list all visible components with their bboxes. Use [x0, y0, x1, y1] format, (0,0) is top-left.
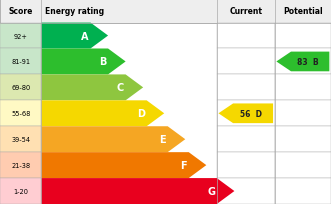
Bar [0, 0, 331, 23]
Bar [275, 49, 331, 75]
Polygon shape [41, 49, 126, 75]
Bar [217, 49, 275, 75]
Text: D: D [137, 109, 145, 119]
Bar [217, 75, 275, 101]
Bar [0, 152, 41, 178]
Polygon shape [41, 101, 164, 127]
Text: Score: Score [9, 7, 33, 16]
Bar [0, 75, 41, 101]
Text: B: B [99, 57, 106, 67]
Text: 55-68: 55-68 [11, 111, 30, 117]
Text: 92+: 92+ [14, 33, 27, 39]
Bar [275, 178, 331, 204]
Bar [217, 152, 275, 178]
Polygon shape [41, 127, 185, 152]
Bar [217, 23, 275, 49]
Text: 83  B: 83 B [298, 58, 319, 67]
Text: 1-20: 1-20 [13, 188, 28, 194]
Bar [275, 23, 331, 49]
Text: G: G [207, 186, 215, 196]
Text: 21-38: 21-38 [11, 162, 30, 168]
Bar [275, 127, 331, 152]
Text: Energy rating: Energy rating [45, 7, 104, 16]
Bar [217, 127, 275, 152]
Bar [217, 178, 275, 204]
Text: 81-91: 81-91 [11, 59, 30, 65]
Text: A: A [81, 31, 89, 41]
Polygon shape [276, 52, 329, 72]
Bar [0, 178, 41, 204]
Text: F: F [180, 160, 187, 170]
Bar [0, 127, 41, 152]
Polygon shape [41, 178, 234, 204]
Text: 69-80: 69-80 [11, 85, 30, 91]
Bar [0, 23, 41, 49]
Polygon shape [41, 75, 143, 101]
Bar [275, 152, 331, 178]
Bar [0, 49, 41, 75]
Text: 39-54: 39-54 [11, 136, 30, 143]
Text: Current: Current [229, 7, 262, 16]
Polygon shape [41, 23, 108, 49]
Text: Potential: Potential [283, 7, 323, 16]
Text: 56  D: 56 D [240, 109, 262, 118]
Bar [275, 75, 331, 101]
Bar [0, 101, 41, 127]
Bar [217, 101, 275, 127]
Polygon shape [41, 152, 206, 178]
Text: E: E [160, 135, 166, 144]
Polygon shape [218, 104, 273, 124]
Text: C: C [117, 83, 124, 93]
Bar [275, 101, 331, 127]
